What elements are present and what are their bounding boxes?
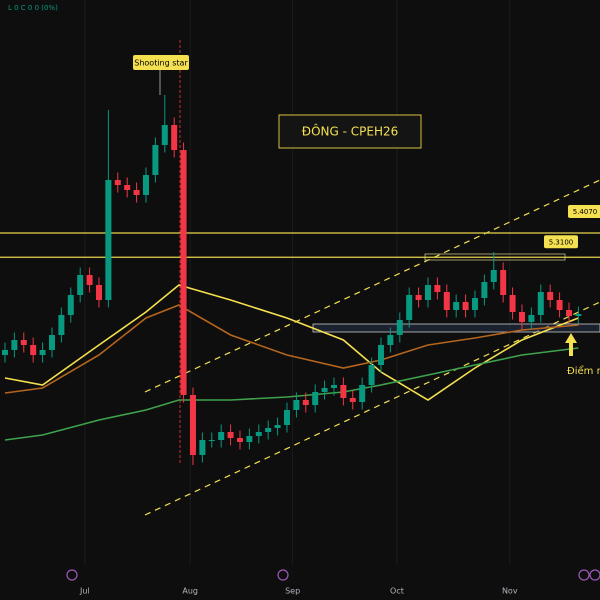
candle-body <box>330 385 337 388</box>
candle-body <box>312 392 319 405</box>
candle-body <box>124 185 131 190</box>
candle-body <box>368 365 375 385</box>
candle-body <box>30 345 37 355</box>
moving-average <box>4 304 579 394</box>
candle-body <box>406 295 413 320</box>
candle-body <box>340 385 347 398</box>
candle-body <box>48 335 55 350</box>
candle-body <box>462 302 469 310</box>
candle-body <box>481 282 488 298</box>
candle-body <box>133 190 140 195</box>
candle-body <box>537 292 544 315</box>
candle-body <box>20 340 27 345</box>
level-label: 5.3100 <box>549 238 574 246</box>
candle-body <box>86 275 93 285</box>
candle-body <box>321 388 328 392</box>
candle-body <box>152 145 159 175</box>
candle-body <box>77 275 84 295</box>
candle-body <box>302 400 309 405</box>
x-tick-label: Nov <box>502 587 518 596</box>
candle-body <box>189 395 196 455</box>
support-zone <box>312 323 600 333</box>
candle-body <box>387 335 394 345</box>
moving-average <box>4 284 579 401</box>
event-icon[interactable] <box>277 569 289 581</box>
candle-body <box>39 350 46 355</box>
event-icon[interactable] <box>66 569 78 581</box>
candle-body <box>471 298 478 310</box>
level-label-box <box>568 205 600 218</box>
annotation-arrow <box>565 333 577 356</box>
candle-body <box>293 400 300 410</box>
candle-body <box>180 150 187 395</box>
candle-body <box>547 292 554 300</box>
x-tick-label: Aug <box>182 587 198 596</box>
candle-body <box>424 285 431 300</box>
candle-body <box>171 125 178 150</box>
candle-body <box>227 432 234 438</box>
candle-body <box>95 285 102 300</box>
candle-body <box>518 312 525 322</box>
candle-body <box>11 340 18 350</box>
event-icon[interactable] <box>589 569 600 581</box>
candle-body <box>208 440 215 441</box>
candle-body <box>142 175 149 195</box>
candle-body <box>114 180 121 185</box>
title-box <box>278 114 422 149</box>
annotation: Điểm m <box>567 364 600 377</box>
candle-body <box>255 432 262 436</box>
x-tick-label: Oct <box>390 587 404 596</box>
candle-body <box>1 350 8 355</box>
level-label: 5.4070 <box>573 208 598 216</box>
candle-body <box>359 385 366 402</box>
candle-body <box>283 410 290 425</box>
candle-body <box>246 436 253 442</box>
channel-upper <box>144 179 600 393</box>
candle-body <box>396 320 403 335</box>
candle-body <box>58 315 65 335</box>
candle-body <box>199 440 206 455</box>
candle-body <box>377 345 384 365</box>
candle-body <box>528 315 535 322</box>
candle-body <box>575 314 582 316</box>
candle-body <box>349 398 356 402</box>
event-icon[interactable] <box>578 569 590 581</box>
candle-body <box>415 295 422 300</box>
chart-title: ĐÔNG - CPEH26 <box>302 124 398 139</box>
grid <box>84 0 511 565</box>
moving-average <box>4 347 579 441</box>
candle-body <box>236 438 243 442</box>
plot <box>0 95 600 465</box>
level-label-box <box>544 235 578 249</box>
candle-body <box>105 180 112 300</box>
candle-body <box>500 270 507 295</box>
x-tick-label: Jul <box>79 587 90 596</box>
candle-body <box>434 285 441 292</box>
ohlc-header: L 0 C 0 0 (0%) <box>8 4 58 12</box>
candle-body <box>490 270 497 282</box>
candle-body <box>443 292 450 310</box>
candle-body <box>509 295 516 312</box>
candle-body <box>161 125 168 145</box>
candle-body <box>265 428 272 432</box>
candle-body <box>453 302 460 310</box>
x-tick-label: Sep <box>285 587 300 596</box>
candle-body <box>67 295 74 315</box>
channel-lower <box>144 301 600 516</box>
candle-body <box>218 432 225 440</box>
candle-body <box>565 310 572 316</box>
annotation-box <box>133 55 189 70</box>
annotation: Shooting star <box>134 59 188 68</box>
candle-body <box>274 425 281 428</box>
candle-body <box>556 300 563 310</box>
